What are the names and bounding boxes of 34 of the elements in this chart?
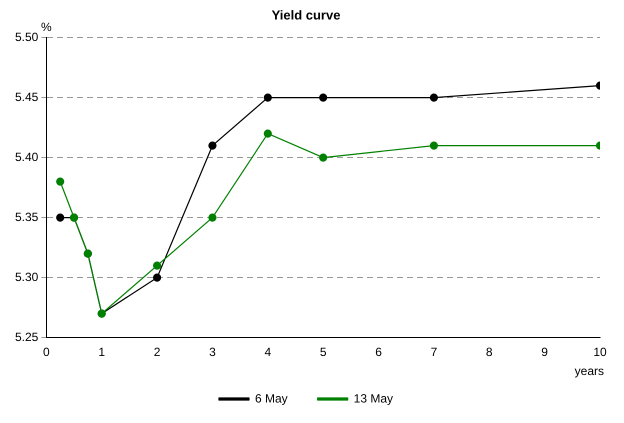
- point: [319, 94, 328, 102]
- chart-title: Yield curve: [272, 7, 340, 22]
- x-tick-label: 2: [154, 345, 161, 360]
- x-tick-label: 8: [486, 345, 493, 360]
- point: [152, 274, 162, 282]
- point: [152, 262, 162, 270]
- point: [56, 178, 64, 186]
- x-tick-label: 0: [43, 345, 50, 360]
- y-tick-label: 5.50: [14, 30, 39, 44]
- x-tick-label: 3: [209, 345, 216, 360]
- point: [319, 154, 328, 162]
- point: [430, 142, 438, 150]
- point: [56, 214, 64, 222]
- point: [264, 94, 272, 102]
- x-tick-label: 5: [320, 345, 327, 360]
- y-tick-label: 5.40: [14, 150, 39, 164]
- point: [430, 94, 438, 102]
- x-tick-label: 1: [98, 345, 106, 360]
- x-tick-label: 7: [430, 345, 438, 360]
- legend-label: 6 May: [254, 391, 288, 406]
- x-tick-label: 4: [264, 345, 272, 360]
- x-tick-label: 6: [375, 345, 382, 360]
- legend-label: 13 May: [354, 391, 394, 406]
- point: [264, 130, 272, 138]
- y-tick-label: 5.30: [14, 270, 39, 284]
- x-tick-label: 9: [541, 345, 548, 360]
- y-tick-label: 5.45: [14, 90, 39, 104]
- point: [208, 214, 217, 222]
- x-axis-title: years: [574, 364, 604, 378]
- x-tick-label: 10: [593, 345, 607, 360]
- y-tick-label: 5.35: [14, 210, 39, 224]
- point: [208, 142, 217, 150]
- y-axis-title: %: [41, 20, 52, 34]
- y-tick-label: 5.25: [14, 330, 39, 344]
